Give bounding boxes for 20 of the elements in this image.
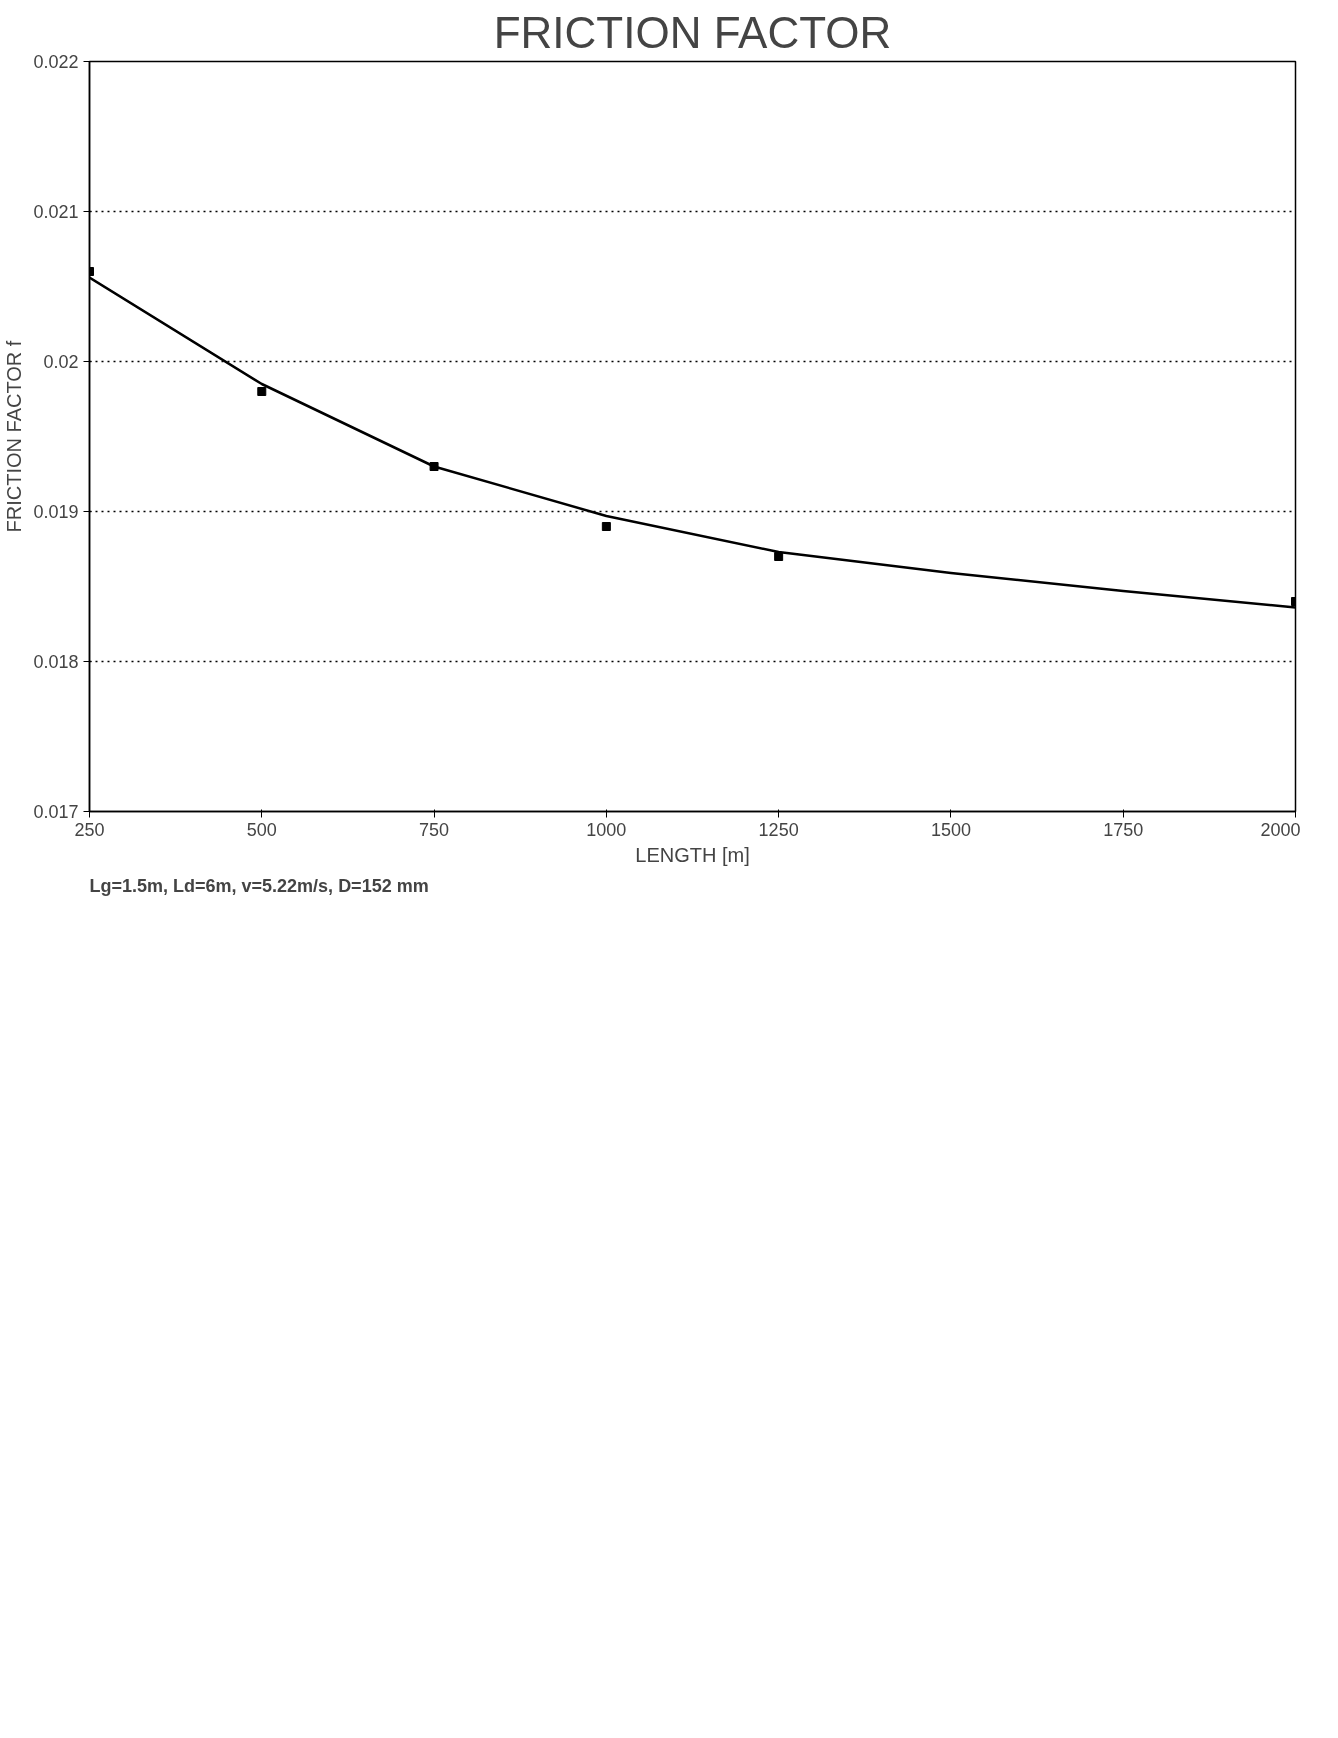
x-axis-title: LENGTH [m]	[635, 843, 750, 866]
x-tick-label: 1500	[930, 819, 971, 840]
text: Lg=1.5m, Ld=6m, v=5.22m/s, D=152 mm	[89, 875, 429, 896]
y-tick-label: 0.02	[43, 352, 79, 372]
x-tick-label: 2000	[1260, 819, 1301, 840]
x-tick-label: 1250	[758, 819, 799, 840]
y-tick-label: 0.021	[33, 202, 79, 222]
point	[257, 387, 267, 396]
x-tick-label: 1750	[1103, 819, 1144, 840]
y-tick-label: 0.017	[33, 802, 79, 822]
chart-title: FRICTION FACTOR	[493, 7, 892, 57]
x-tick-label: 750	[419, 819, 450, 840]
x-tick-label: 1000	[586, 819, 627, 840]
x-tick-label: 250	[74, 819, 105, 840]
y-tick-label: 0.019	[33, 502, 79, 522]
y-axis-title: FRICTION FACTOR f	[3, 340, 26, 533]
y-tick-label: 0.022	[33, 52, 79, 72]
x-tick-label: 500	[246, 819, 277, 840]
y-tick-label: 0.018	[33, 652, 79, 672]
point	[601, 522, 611, 531]
